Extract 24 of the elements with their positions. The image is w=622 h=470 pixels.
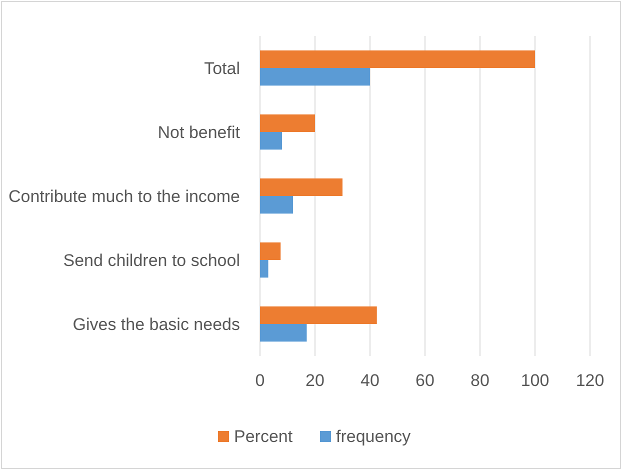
- y-tick-label: Contribute much to the income: [8, 187, 240, 206]
- y-tick-label: Send children to school: [63, 251, 240, 270]
- bar: [260, 50, 535, 68]
- bar: [260, 196, 293, 214]
- y-tick-label: Not benefit: [158, 123, 240, 142]
- bar: [260, 242, 281, 260]
- bar: [260, 114, 315, 132]
- x-tick-label: 60: [416, 371, 434, 390]
- bar: [260, 68, 370, 86]
- bar: [260, 178, 342, 196]
- x-tick-label: 120: [576, 371, 604, 390]
- x-tick-label: 20: [306, 371, 324, 390]
- x-tick-label: 0: [255, 371, 265, 390]
- x-tick-label: 40: [360, 371, 380, 390]
- bar: [260, 306, 377, 324]
- legend-label: frequency: [336, 427, 412, 446]
- y-tick-label: Total: [204, 59, 240, 78]
- x-tick-label: 100: [520, 371, 550, 390]
- legend-label: Percent: [234, 427, 293, 446]
- bar: [260, 260, 268, 278]
- y-tick-label: Gives the basic needs: [72, 315, 240, 334]
- x-tick-label: 80: [470, 371, 490, 390]
- bar: [260, 132, 282, 150]
- bar: [260, 324, 307, 342]
